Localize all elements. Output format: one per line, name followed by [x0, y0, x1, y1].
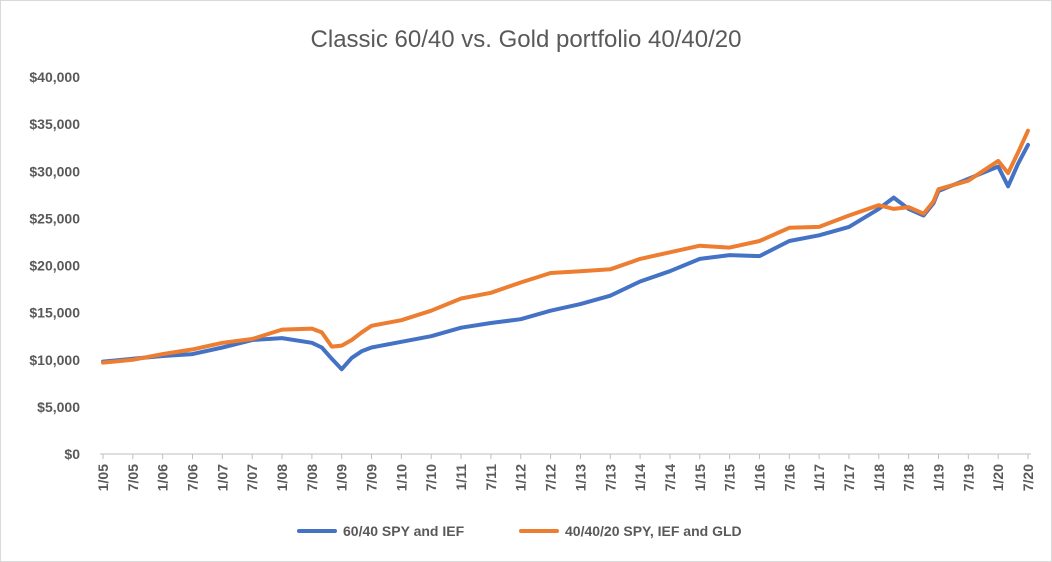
y-tick-label: $5,000	[37, 399, 80, 415]
x-tick-label: 1/17	[811, 464, 827, 491]
series-layer	[101, 128, 1030, 372]
x-axis: 1/05 7/05 1/06 7/06 1/07 7/07 1/08 7/08 1/09 7/09…	[95, 453, 1036, 491]
x-tick-label: 7/17	[841, 464, 857, 491]
legend: 60/40 SPY and IEF 40/40/20 SPY, IEF and G…	[297, 523, 742, 539]
x-tick-label: 1/11	[453, 464, 469, 491]
x-tick-label: 7/07	[244, 464, 260, 491]
y-tick-label: $35,000	[29, 116, 80, 132]
x-tick-label: 7/20	[1020, 464, 1036, 491]
series-line-2	[101, 128, 1030, 365]
x-tick-label: 7/14	[662, 464, 678, 491]
legend-label-1: 60/40 SPY and IEF	[343, 523, 465, 539]
x-tick-label: 1/14	[632, 464, 648, 491]
y-tick-label: $15,000	[29, 305, 80, 321]
x-tick-label: 7/09	[364, 464, 380, 491]
x-tick-label: 1/07	[214, 464, 230, 491]
y-tick-label: $40,000	[29, 69, 80, 85]
y-tick-label: $0	[64, 446, 80, 462]
x-tick-label: 1/18	[871, 464, 887, 491]
x-tick-label: 7/19	[960, 464, 976, 491]
x-tick-label: 1/15	[692, 464, 708, 491]
y-axis: $0 $5,000 $10,000 $15,000 $20,000 $25,000 $30,…	[29, 69, 80, 462]
chart-title: Classic 60/40 vs. Gold portfolio 40/40/2…	[311, 26, 742, 53]
x-tick-label: 1/10	[393, 464, 409, 491]
x-tick-label: 7/16	[781, 464, 797, 491]
x-tick-label: 1/13	[572, 464, 588, 491]
legend-label-2: 40/40/20 SPY, IEF and GLD	[565, 523, 742, 539]
y-tick-label: $10,000	[29, 352, 80, 368]
x-tick-label: 7/13	[602, 464, 618, 491]
x-tick-label: 7/12	[543, 464, 559, 491]
x-tick-label: 1/20	[990, 464, 1006, 491]
x-tick-label: 7/18	[901, 464, 917, 491]
x-tick-label: 7/08	[304, 464, 320, 491]
x-tick-label: 7/15	[722, 464, 738, 491]
x-tick-label: 1/19	[930, 464, 946, 491]
x-tick-label: 7/05	[125, 464, 141, 491]
x-tick-label: 1/16	[751, 464, 767, 491]
x-tick-label: 1/09	[334, 464, 350, 491]
x-tick-label: 7/10	[423, 464, 439, 491]
x-tick-label: 7/06	[185, 464, 201, 491]
x-tick-label: 1/06	[155, 464, 171, 491]
y-tick-label: $30,000	[29, 163, 80, 179]
y-tick-label: $25,000	[29, 210, 80, 226]
x-tick-label: 7/11	[483, 464, 499, 491]
x-tick-label: 1/05	[95, 464, 111, 491]
series-line-1	[101, 142, 1030, 372]
y-tick-label: $20,000	[29, 258, 80, 274]
x-tick-label: 1/08	[274, 464, 290, 491]
x-tick-label: 1/12	[513, 464, 529, 491]
